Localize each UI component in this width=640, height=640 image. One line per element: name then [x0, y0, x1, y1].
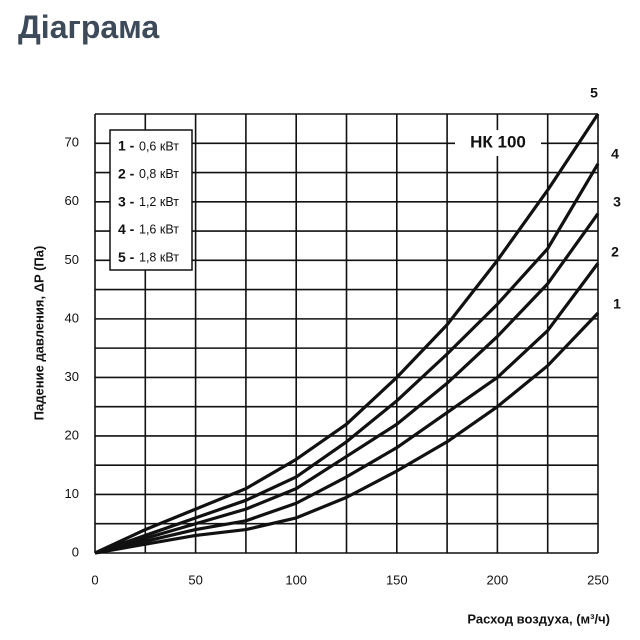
series-label: 3 [613, 194, 621, 210]
y-tick-label: 20 [65, 427, 79, 442]
line-series [94, 212, 600, 555]
x-tick-label: 50 [188, 572, 202, 587]
y-tick-label: 70 [65, 135, 79, 150]
series-label: 2 [611, 244, 619, 260]
legend-key: 3 - [118, 193, 135, 209]
y-tick-label: 30 [65, 369, 79, 384]
series-label: 1 [613, 296, 621, 312]
x-tick-label: 150 [386, 572, 408, 587]
y-tick-label: 40 [65, 310, 79, 325]
annotation-bg [455, 130, 541, 156]
annotation: НК 100 [470, 132, 526, 151]
line-series [94, 113, 600, 555]
legend-key: 1 - [118, 138, 135, 154]
y-tick-label: 50 [65, 252, 79, 267]
legend-text: 0,8 кВт [139, 167, 179, 181]
page-title: Діаграма [18, 9, 159, 45]
series-label: 4 [611, 146, 619, 162]
legend-key: 2 - [118, 166, 135, 182]
legend-box [109, 129, 193, 271]
legend-key: 5 - [118, 249, 135, 265]
x-axis-label: Расход воздуха, (м³/ч) [467, 611, 610, 626]
y-tick-label: 60 [65, 193, 79, 208]
legend-text: 0,6 кВт [139, 139, 179, 153]
legend-key: 4 - [118, 221, 135, 237]
x-tick-label: 0 [91, 572, 98, 587]
x-tick-label: 200 [487, 572, 509, 587]
legend-text: 1,6 кВт [139, 223, 179, 237]
x-tick-label: 100 [285, 572, 307, 587]
x-tick-label: 250 [587, 572, 609, 587]
line-series [94, 162, 600, 555]
legend-text: 1,8 кВт [139, 250, 179, 264]
y-axis-label: Падение давления, ΔP (Па) [31, 246, 46, 421]
series-label: 5 [590, 85, 598, 101]
line-series [94, 262, 600, 555]
y-tick-label: 10 [65, 486, 79, 501]
line-series [94, 311, 600, 555]
y-tick-label: 0 [72, 544, 79, 559]
legend-text: 1,2 кВт [139, 195, 179, 209]
